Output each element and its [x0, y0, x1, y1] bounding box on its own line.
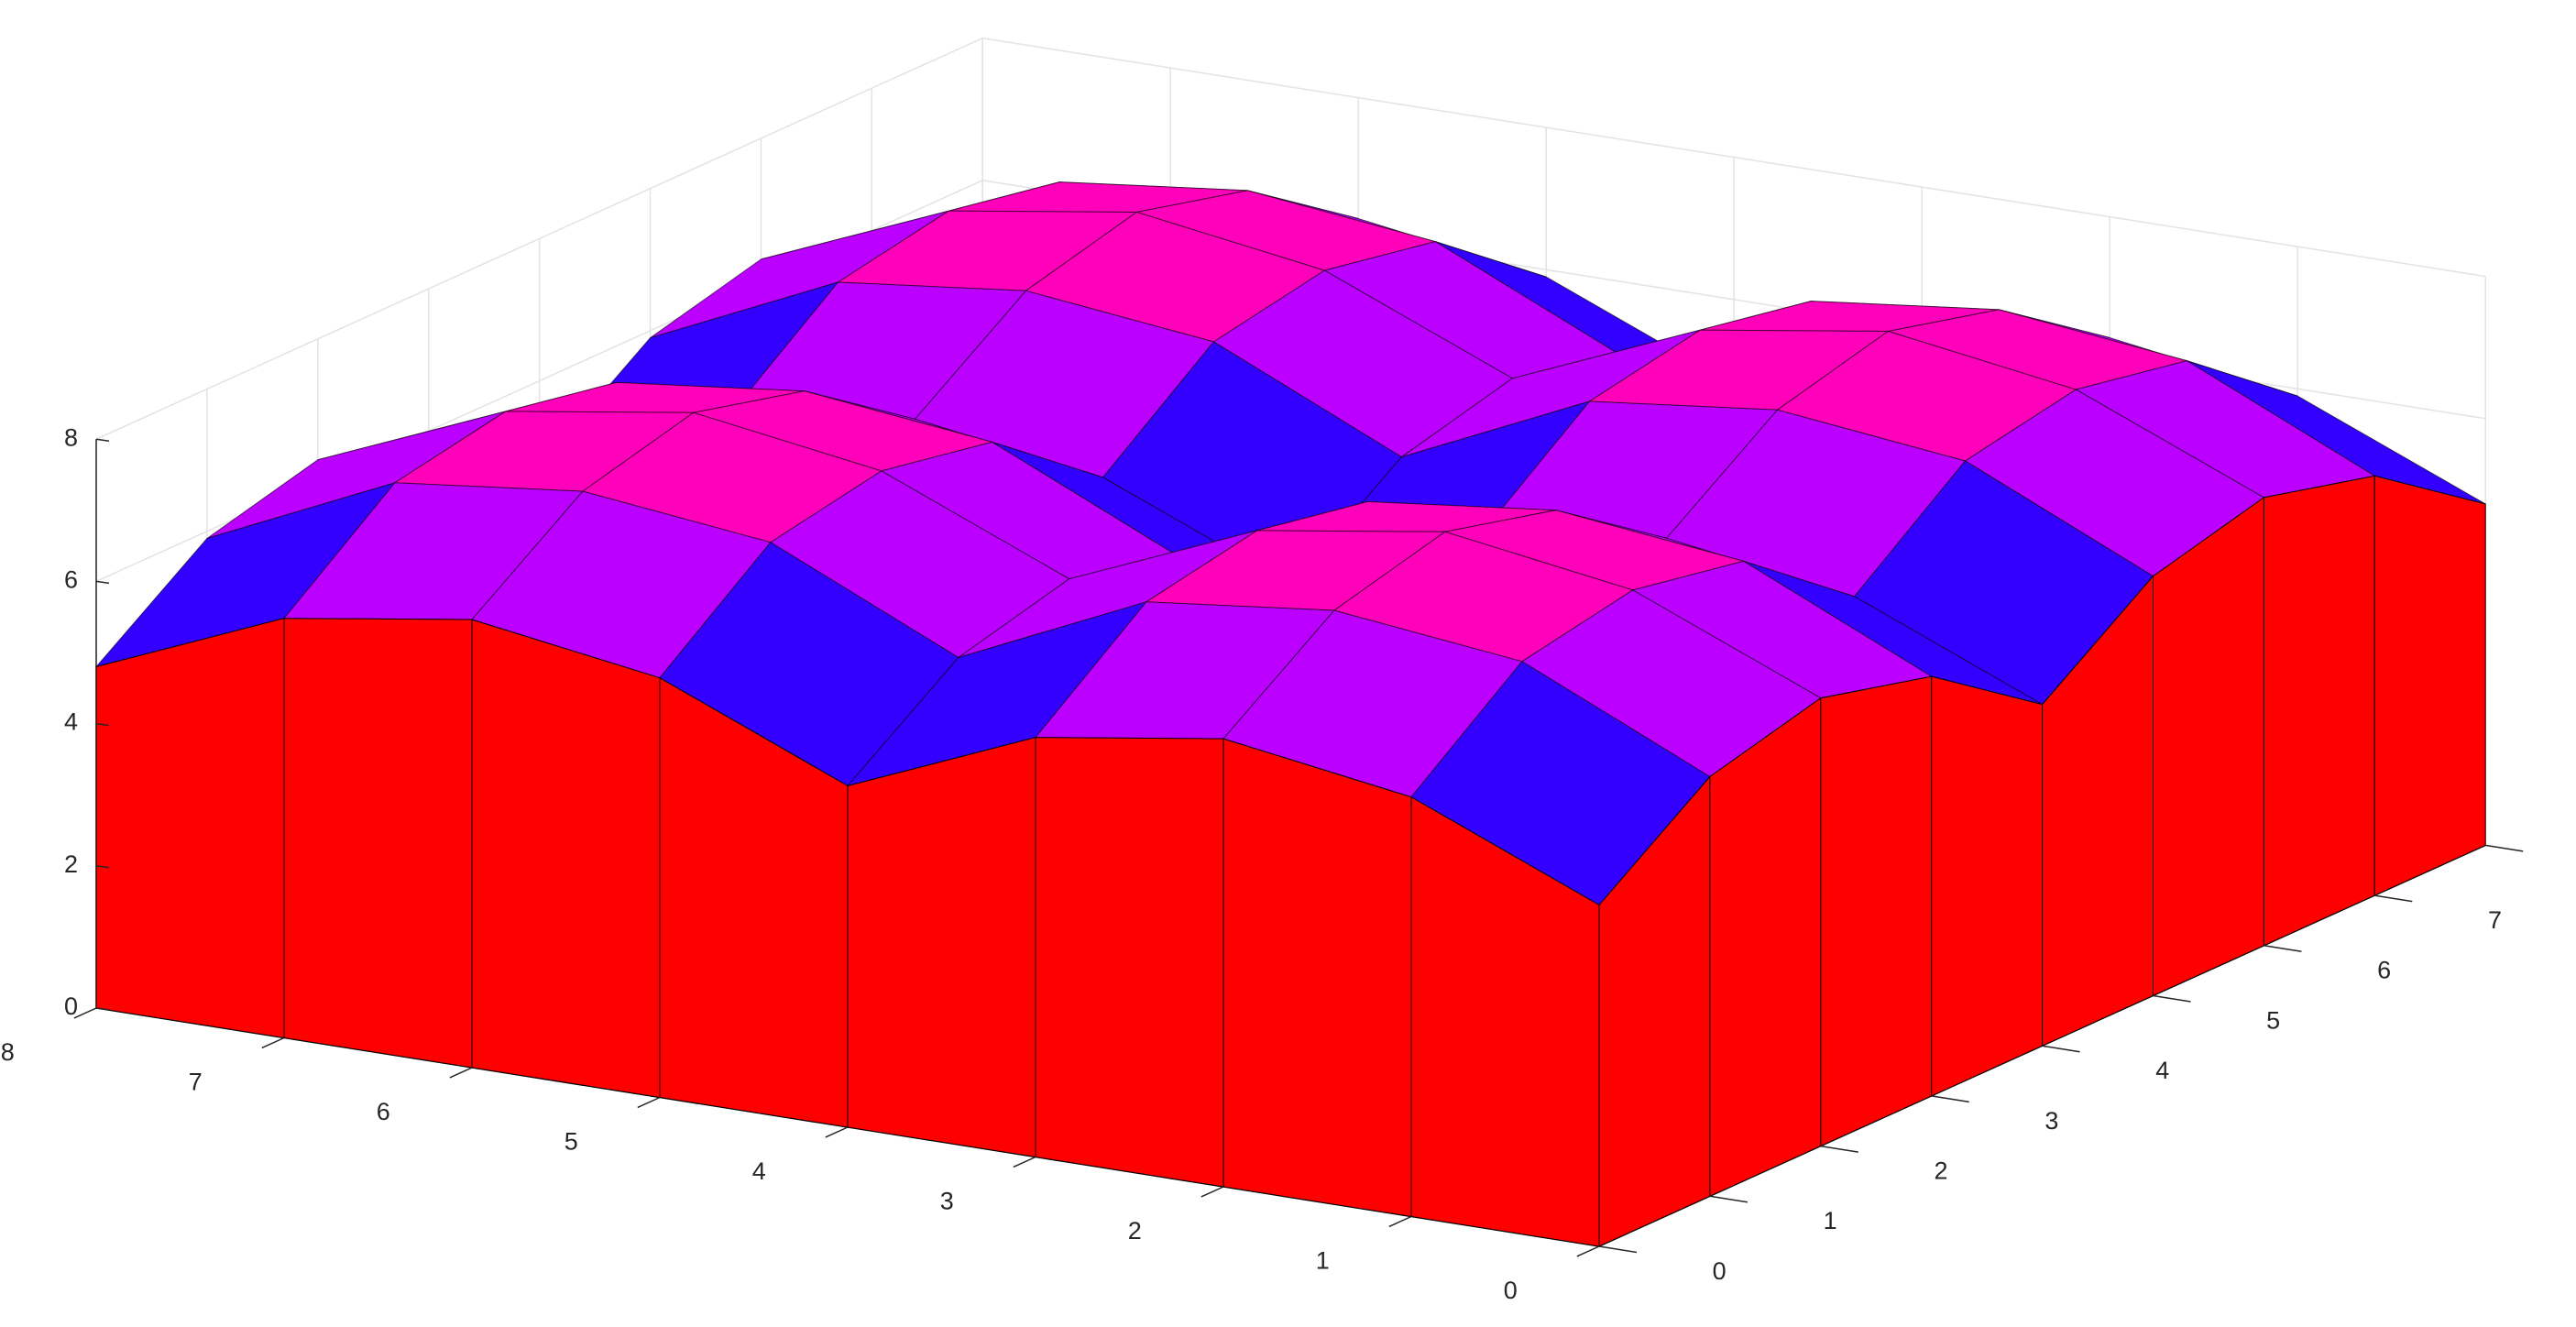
- x-tick-label: 6: [2377, 957, 2391, 984]
- z-tick: [95, 722, 110, 727]
- x-tick-label: 2: [1934, 1157, 1947, 1185]
- z-tick: [95, 580, 110, 585]
- surface-wall: [1035, 737, 1224, 1188]
- y-tick: [1013, 1156, 1036, 1168]
- x-tick-label: 1: [1824, 1207, 1837, 1234]
- y-tick: [1576, 1245, 1600, 1257]
- y-tick-label: 5: [565, 1127, 578, 1155]
- z-tick: [95, 865, 110, 869]
- y-tick: [1200, 1186, 1224, 1198]
- x-tick: [1931, 1095, 1969, 1103]
- x-tick: [2485, 844, 2524, 852]
- y-tick: [73, 1007, 97, 1019]
- x-tick-label: 5: [2266, 1006, 2280, 1034]
- surface-wall: [2153, 496, 2264, 997]
- x-tick: [1598, 1245, 1638, 1254]
- x-tick-label: 7: [2488, 906, 2502, 934]
- x-tick: [1709, 1195, 1748, 1203]
- z-tick-label: 6: [64, 566, 78, 594]
- surface-wall: [1820, 675, 1933, 1147]
- surface-wall: [2263, 475, 2375, 947]
- y-tick-label: 4: [752, 1157, 766, 1185]
- z-tick: [95, 1007, 110, 1011]
- surface-wall: [2373, 475, 2486, 896]
- y-tick: [825, 1126, 849, 1138]
- y-tick-label: 3: [940, 1187, 954, 1214]
- surface-wall: [1222, 738, 1412, 1218]
- x-tick: [2042, 1045, 2080, 1053]
- x-tick: [2264, 945, 2302, 953]
- surface-wall: [95, 618, 285, 1039]
- y-tick-label: 2: [1128, 1217, 1142, 1245]
- x-tick: [1820, 1145, 1858, 1153]
- x-tick-label: 3: [2044, 1107, 2058, 1135]
- y-tick-label: 1: [1316, 1246, 1330, 1274]
- y-tick-label: 7: [189, 1068, 203, 1095]
- x-tick-label: 4: [2155, 1057, 2169, 1084]
- z-tick-label: 4: [64, 708, 78, 736]
- y-tick-label: 8: [1, 1038, 15, 1066]
- x-tick: [2153, 994, 2191, 1003]
- surface-wall: [471, 619, 661, 1099]
- surface-wall: [1931, 675, 2044, 1097]
- z-tick: [95, 438, 110, 442]
- x-tick: [2374, 894, 2413, 903]
- y-tick-label: 0: [1504, 1277, 1518, 1304]
- z-tick-label: 0: [64, 993, 78, 1020]
- x-tick-label: 0: [1713, 1257, 1726, 1285]
- surface-wall: [1709, 696, 1822, 1198]
- y-tick: [1388, 1215, 1412, 1228]
- z-tick-label: 2: [64, 850, 78, 878]
- y-tick: [449, 1067, 473, 1079]
- surface-wall: [283, 618, 473, 1069]
- surface-wall: [847, 737, 1036, 1158]
- y-tick-label: 6: [377, 1098, 390, 1125]
- y-tick: [637, 1096, 661, 1109]
- y-tick: [261, 1036, 285, 1049]
- z-tick-label: 8: [64, 423, 78, 451]
